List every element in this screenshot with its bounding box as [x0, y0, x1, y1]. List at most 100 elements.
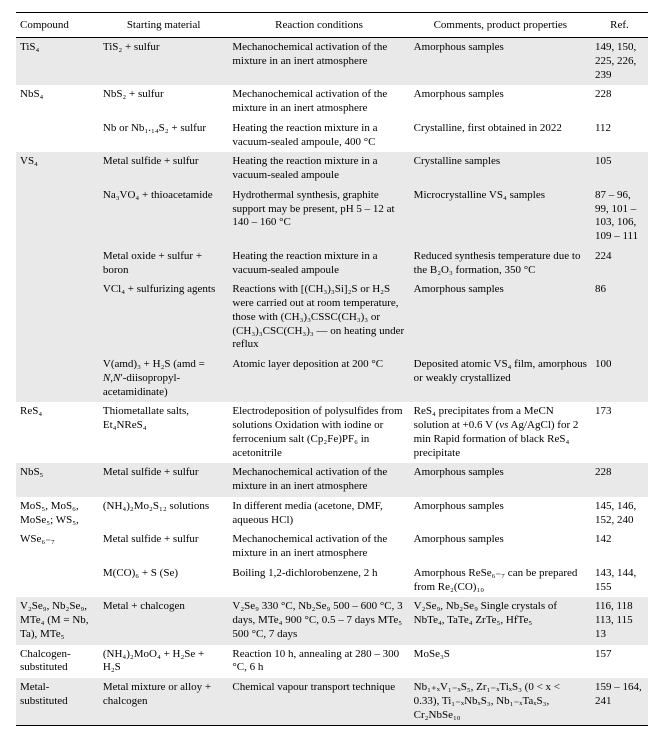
table-cell: Electrodeposition of polysulfides from s…	[228, 402, 409, 463]
table-cell: 149, 150, 225, 226, 239	[591, 38, 648, 86]
table-cell: Nb or Nb₁.₁₄S₂ + sulfur	[99, 119, 229, 153]
table-cell	[16, 564, 99, 598]
table-header: Compound Starting material Reaction cond…	[16, 13, 648, 38]
table-cell: Metal sulfide + sulfur	[99, 152, 229, 186]
table-cell: Heating the reaction mixture in a vacuum…	[228, 119, 409, 153]
table-cell: Mechanochemical activation of the mixtur…	[228, 38, 409, 86]
table-cell: Chalcogen-substituted	[16, 645, 99, 679]
table-cell: NbS₅	[16, 463, 99, 497]
table-cell: Microcrystalline VS₄ samples	[410, 186, 591, 247]
table-cell: Reduced synthesis temperature due to the…	[410, 247, 591, 281]
table-row: MoS₅, MoS₆, MoSe₅; WS₅,(NH₄)₂Mo₂S₁₂ solu…	[16, 497, 648, 531]
table-cell: Na₃VO₄ + thioacetamide	[99, 186, 229, 247]
table-row: M(CO)₆ + S (Se)Boiling 1,2-dichlorobenze…	[16, 564, 648, 598]
table-cell: In different media (acetone, DMF, aqueou…	[228, 497, 409, 531]
table-cell: Amorphous ReSe₆₋₇ can be prepared from R…	[410, 564, 591, 598]
table-body: TiS₄TiS₂ + sulfurMechanochemical activat…	[16, 38, 648, 726]
table-cell: V₂Se₉ 330 °C, Nb₂Se₉ 500 – 600 °C, 3 day…	[228, 597, 409, 644]
table-cell	[16, 247, 99, 281]
table-cell: 142	[591, 530, 648, 564]
table-cell: Heating the reaction mixture in a vacuum…	[228, 247, 409, 281]
table-row: Metal-substitutedMetal mixture or alloy …	[16, 678, 648, 726]
table-cell: Heating the reaction mixture in a vacuum…	[228, 152, 409, 186]
table-cell: Amorphous samples	[410, 463, 591, 497]
table-cell: Boiling 1,2-dichlorobenzene, 2 h	[228, 564, 409, 598]
table-row: V(amd)₃ + H₂S (amd = N,N′-diisopropyl-ac…	[16, 355, 648, 402]
table-row: Na₃VO₄ + thioacetamideHydrothermal synth…	[16, 186, 648, 247]
table-cell: V(amd)₃ + H₂S (amd = N,N′-diisopropyl-ac…	[99, 355, 229, 402]
table-cell: Crystalline, first obtained in 2022	[410, 119, 591, 153]
data-table: Compound Starting material Reaction cond…	[16, 12, 648, 726]
table-cell: Nb₁₊ₓV₁₋ₓS₅, Zr₁₋ₓTiₓS₃ (0 < x < 0.33), …	[410, 678, 591, 726]
col-ref: Ref.	[591, 13, 648, 38]
table-cell: Hydrothermal synthesis, graphite support…	[228, 186, 409, 247]
table-cell: Deposited atomic VS₄ film, amorphous or …	[410, 355, 591, 402]
table-cell	[16, 355, 99, 402]
table-cell: Mechanochemical activation of the mixtur…	[228, 463, 409, 497]
table-cell: Amorphous samples	[410, 530, 591, 564]
table-cell	[16, 119, 99, 153]
table-row: V₂Se₉, Nb₂Se₉, MTe₄ (M = Nb, Ta), MTe₅Me…	[16, 597, 648, 644]
table-cell: Amorphous samples	[410, 38, 591, 86]
table-cell: 86	[591, 280, 648, 355]
table-cell: ReS₄	[16, 402, 99, 463]
table-cell: VCl₄ + sulfurizing agents	[99, 280, 229, 355]
table-cell: (NH₄)₂Mo₂S₁₂ solutions	[99, 497, 229, 531]
table-cell: 116, 118 113, 115 13	[591, 597, 648, 644]
table-cell: 157	[591, 645, 648, 679]
table-cell: NbS₂ + sulfur	[99, 85, 229, 119]
table-cell: 105	[591, 152, 648, 186]
table-cell: Chemical vapour transport technique	[228, 678, 409, 726]
table-cell: Metal oxide + sulfur + boron	[99, 247, 229, 281]
table-cell: 112	[591, 119, 648, 153]
table-cell: VS₄	[16, 152, 99, 186]
table-cell: V₂Se₉, Nb₂Se₉, MTe₄ (M = Nb, Ta), MTe₅	[16, 597, 99, 644]
table-cell: TiS₄	[16, 38, 99, 86]
table-cell: TiS₂ + sulfur	[99, 38, 229, 86]
table-cell: 145, 146, 152, 240	[591, 497, 648, 531]
table-cell	[16, 186, 99, 247]
table-cell	[16, 280, 99, 355]
table-row: Nb or Nb₁.₁₄S₂ + sulfurHeating the react…	[16, 119, 648, 153]
table-cell: Metal mixture or alloy + chalcogen	[99, 678, 229, 726]
table-cell: Thiometallate salts, Et₄NReS₄	[99, 402, 229, 463]
table-cell: MoSe₃S	[410, 645, 591, 679]
col-compound: Compound	[16, 13, 99, 38]
table-row: TiS₄TiS₂ + sulfurMechanochemical activat…	[16, 38, 648, 86]
table-cell: ReS₄ precipitates from a MeCN solution a…	[410, 402, 591, 463]
table-cell: NbS₄	[16, 85, 99, 119]
table-cell: MoS₅, MoS₆, MoSe₅; WS₅,	[16, 497, 99, 531]
table-cell: 87 – 96, 99, 101 – 103, 106, 109 – 111	[591, 186, 648, 247]
table-row: WSe₆₋₇Metal sulfide + sulfurMechanochemi…	[16, 530, 648, 564]
table-cell: (NH₄)₂MoO₄ + H₂Se + H₂S	[99, 645, 229, 679]
table-row: VS₄Metal sulfide + sulfurHeating the rea…	[16, 152, 648, 186]
table-row: NbS₄NbS₂ + sulfurMechanochemical activat…	[16, 85, 648, 119]
table-cell: 173	[591, 402, 648, 463]
table-cell: Reactions with [(CH₃)₃Si]₂S or H₂S were …	[228, 280, 409, 355]
table-cell: Crystalline samples	[410, 152, 591, 186]
table-row: ReS₄Thiometallate salts, Et₄NReS₄Electro…	[16, 402, 648, 463]
table-row: VCl₄ + sulfurizing agentsReactions with …	[16, 280, 648, 355]
table-cell: 228	[591, 85, 648, 119]
table-cell: Mechanochemical activation of the mixtur…	[228, 85, 409, 119]
table-cell: 224	[591, 247, 648, 281]
table-cell: Atomic layer deposition at 200 °C	[228, 355, 409, 402]
col-comments: Comments, product properties	[410, 13, 591, 38]
table-cell: Amorphous samples	[410, 280, 591, 355]
table-cell: 228	[591, 463, 648, 497]
table-cell: 143, 144, 155	[591, 564, 648, 598]
table-cell: M(CO)₆ + S (Se)	[99, 564, 229, 598]
table-cell: 100	[591, 355, 648, 402]
col-conditions: Reaction conditions	[228, 13, 409, 38]
table-cell: Reaction 10 h, annealing at 280 – 300 °C…	[228, 645, 409, 679]
table-cell: Metal sulfide + sulfur	[99, 463, 229, 497]
table-row: NbS₅Metal sulfide + sulfurMechanochemica…	[16, 463, 648, 497]
table-cell: Mechanochemical activation of the mixtur…	[228, 530, 409, 564]
table-cell: Metal sulfide + sulfur	[99, 530, 229, 564]
table-cell: Metal-substituted	[16, 678, 99, 726]
col-starting: Starting material	[99, 13, 229, 38]
table-row: Chalcogen-substituted(NH₄)₂MoO₄ + H₂Se +…	[16, 645, 648, 679]
table-cell: Amorphous samples	[410, 497, 591, 531]
table-row: Metal oxide + sulfur + boronHeating the …	[16, 247, 648, 281]
table-cell: WSe₆₋₇	[16, 530, 99, 564]
